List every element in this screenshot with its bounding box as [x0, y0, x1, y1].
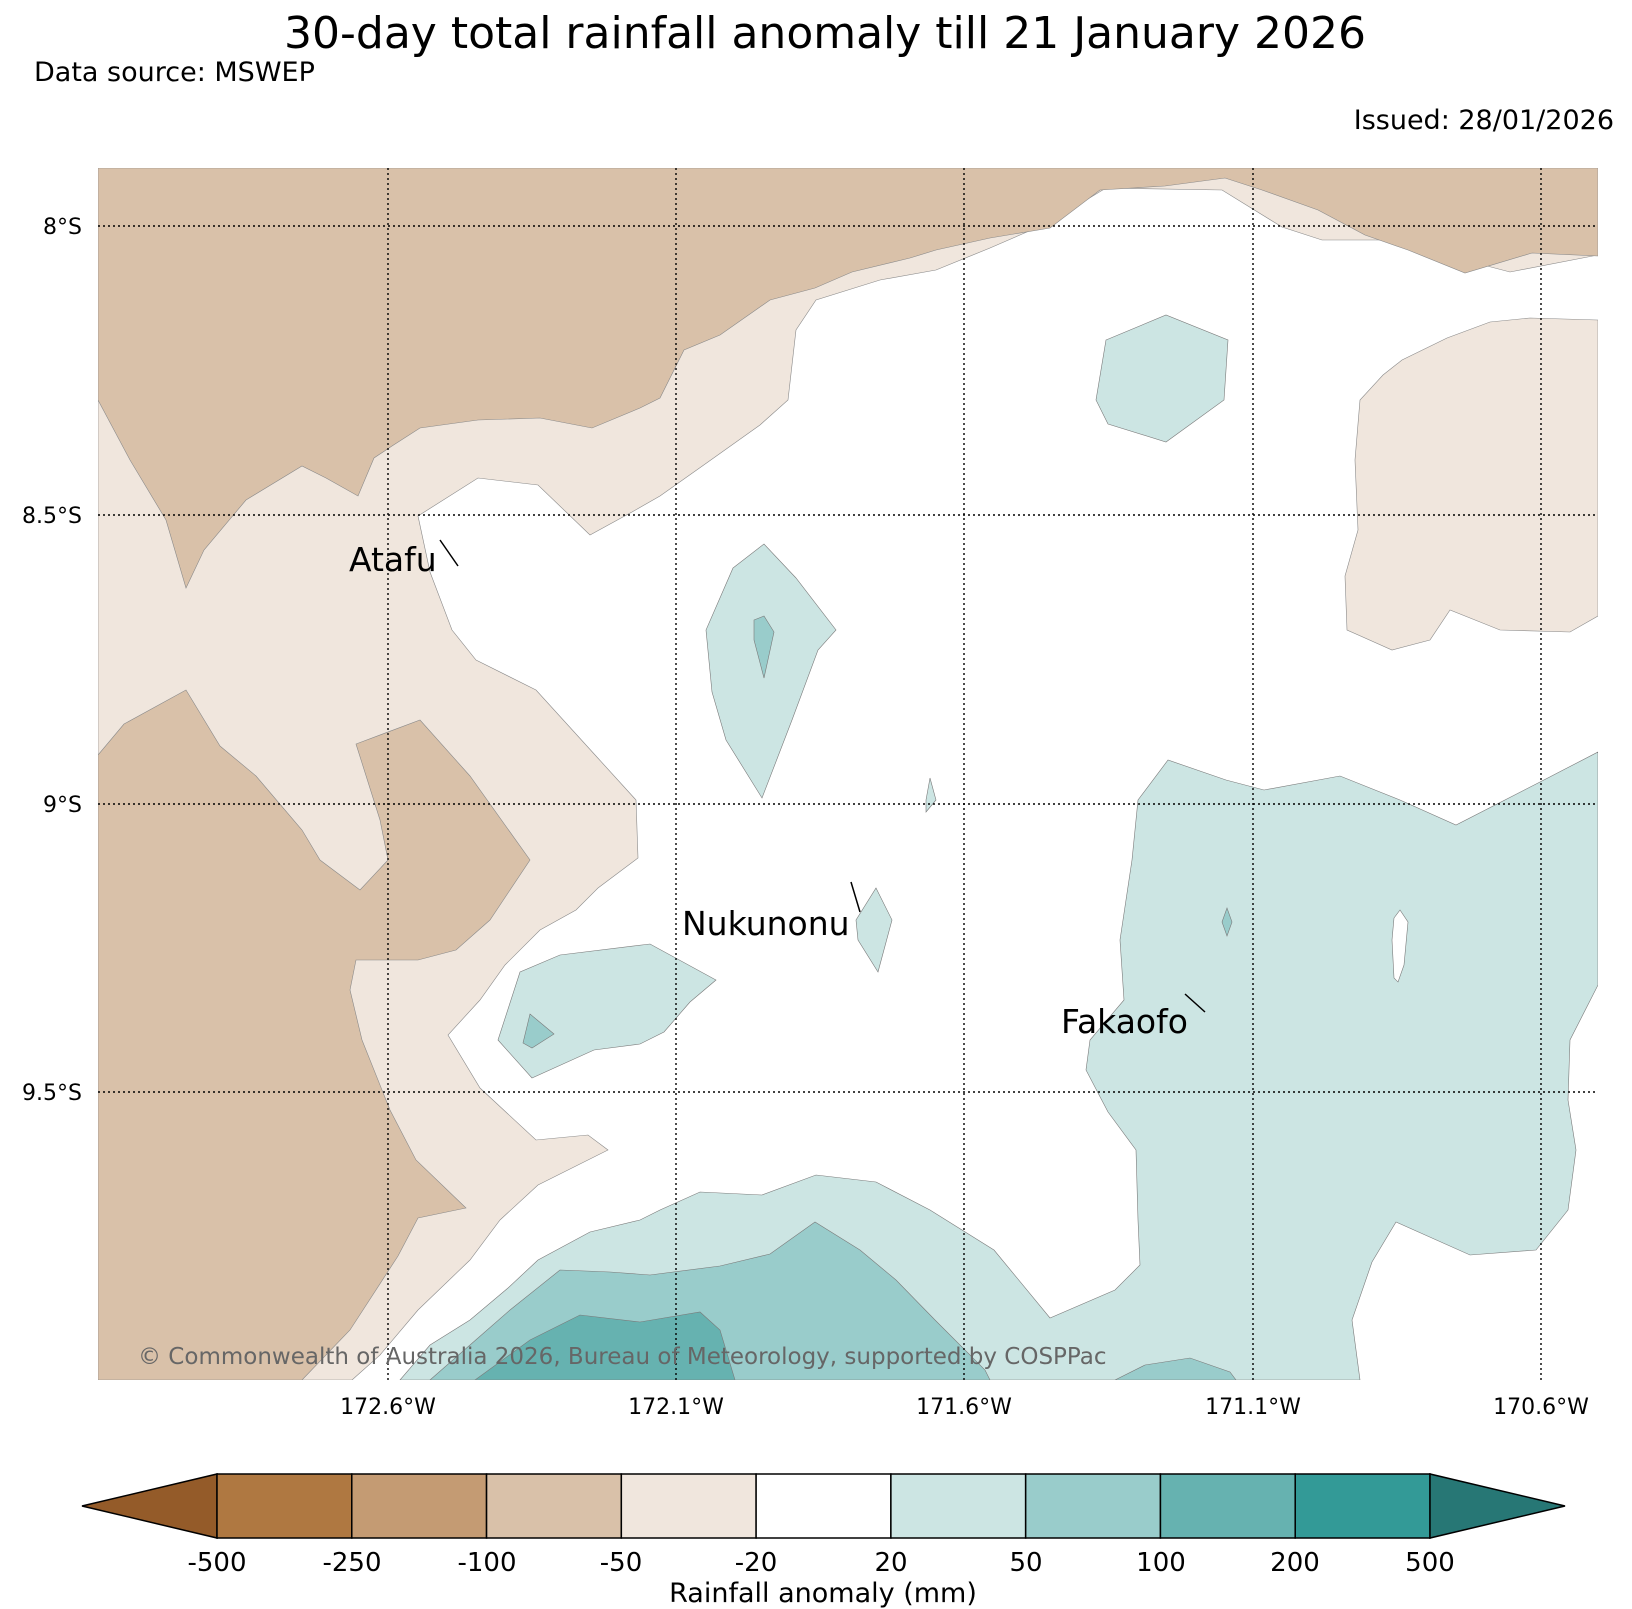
colorbar-cell: [1294, 1473, 1431, 1539]
colorbar-tick-label: -50: [600, 1548, 642, 1578]
colorbar-cell: [1024, 1473, 1162, 1539]
place-label-fakaofo: Fakaofo: [1061, 1002, 1188, 1041]
lon-label: 171.6°W: [916, 1395, 1012, 1420]
anomaly-region-moderate-spot-d: [1114, 1357, 1237, 1380]
colorbar-cell: [485, 1473, 623, 1539]
anomaly-region-moderate-spot-a: [753, 615, 775, 679]
place-label-nukunonu: Nukunonu: [682, 904, 850, 943]
colorbar-tick-label: -500: [187, 1548, 246, 1578]
colorbar-legend: -500 -250 -100 -50 -20 20 50 100 200 500…: [81, 1473, 1566, 1609]
lon-axis-labels: 172.6°W 172.1°W 171.6°W 171.1°W 170.6°W: [340, 1395, 1589, 1420]
anomaly-region-wet-north-east: [1095, 314, 1229, 443]
lat-label: 8.5°S: [22, 504, 82, 529]
place-label-atafu: Atafu: [349, 540, 437, 579]
colorbar-tick-label: 200: [1270, 1548, 1320, 1578]
colorbar-tick-label: -250: [322, 1548, 381, 1578]
lon-label: 170.6°W: [1493, 1395, 1589, 1420]
colorbar-tick-label: 500: [1405, 1548, 1455, 1578]
issued-date-label: Issued: 28/01/2026: [1354, 105, 1614, 136]
anomaly-region-wet-south: [399, 751, 1598, 1380]
colorbar-tick-labels: -500 -250 -100 -50 -20 20 50 100 200 500: [187, 1548, 1454, 1578]
colorbar-cell: [216, 1473, 353, 1539]
anomaly-hole-east: [1391, 909, 1409, 983]
anomaly-region-wet-central: [705, 543, 837, 799]
lat-axis-labels: 8°S 8.5°S 9°S 9.5°S: [22, 215, 82, 1106]
fakaofo-marker: [1184, 993, 1206, 1013]
lon-label: 171.1°W: [1205, 1395, 1301, 1420]
colorbar-tick-label: -20: [735, 1548, 777, 1578]
lat-label: 8°S: [43, 215, 82, 240]
nukunonu-marker: [850, 881, 861, 913]
colorbar-extend-high: [1429, 1473, 1566, 1539]
anomaly-region-moderate-spot-c: [1221, 907, 1233, 937]
lon-label: 172.6°W: [340, 1395, 436, 1420]
map-panel: Atafu Nukunonu Fakaofo © Commonwealth of…: [98, 168, 1598, 1380]
anomaly-region-dry-light-east: [1344, 317, 1598, 651]
colorbar-cell: [351, 1473, 488, 1539]
figure-title: 30-day total rainfall anomaly till 21 Ja…: [284, 8, 1366, 59]
colorbar-tick-label: -100: [457, 1548, 516, 1578]
colorbar-cell: [1159, 1473, 1296, 1539]
colorbar-tick-label: 20: [874, 1548, 907, 1578]
anomaly-region-dry-light: [98, 168, 1598, 1380]
anomaly-region-dry-west: [98, 689, 531, 1380]
lat-label: 9.5°S: [22, 1081, 82, 1106]
lat-label: 9°S: [43, 793, 82, 818]
data-source-label: Data source: MSWEP: [34, 57, 315, 88]
anomaly-region-wet-nukunonu: [855, 887, 893, 973]
anomaly-region-moderate-spot-b: [522, 1013, 555, 1049]
colorbar-cell: [755, 1473, 892, 1539]
lon-label: 172.1°W: [628, 1395, 724, 1420]
copyright-notice: © Commonwealth of Australia 2026, Bureau…: [138, 1344, 1107, 1370]
graticule-lines: [98, 168, 1598, 1380]
colorbar-title: Rainfall anomaly (mm): [669, 1578, 977, 1609]
colorbar-extend-low: [81, 1473, 218, 1539]
colorbar-tick-label: 50: [1009, 1548, 1042, 1578]
colorbar-cell: [620, 1473, 757, 1539]
anomaly-region-wet-west: [497, 943, 717, 1079]
colorbar-tick-label: 100: [1136, 1548, 1186, 1578]
anomaly-region-heavy-south: [474, 1311, 736, 1380]
atafu-marker: [439, 539, 459, 567]
colorbar-cell: [890, 1473, 1027, 1539]
colorbar-cells: [216, 1473, 1431, 1539]
